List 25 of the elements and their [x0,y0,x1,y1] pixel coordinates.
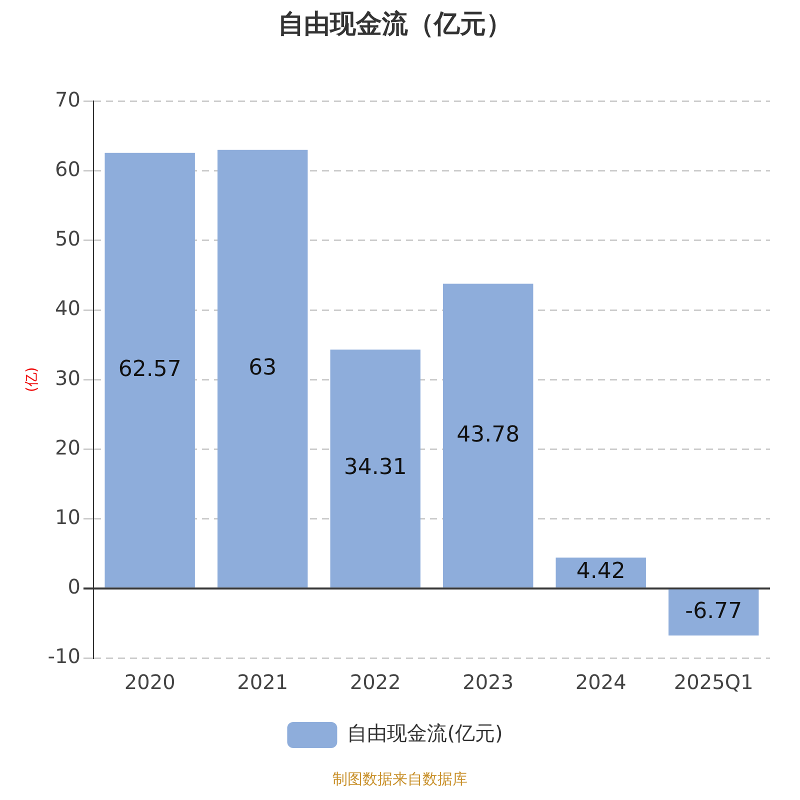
data-label: 62.57 [118,356,182,382]
y-tick-label: 60 [55,157,80,182]
y-tick-label: 40 [55,296,80,320]
x-tick-label: 2025Q1 [674,670,754,694]
y-tick-label: 0 [68,574,80,599]
data-label: 4.42 [576,559,626,584]
y-tick-label: 50 [55,226,80,251]
data-label: -6.77 [685,599,742,624]
data-label: 34.31 [344,455,407,480]
x-tick-label: 2020 [124,670,176,694]
data-label: 63 [248,355,277,380]
chart-title: 自由现金流（亿元） [278,9,512,40]
y-tick-label: 10 [55,505,80,530]
y-tick-label: -10 [48,644,80,668]
y-tick-label: 70 [55,87,80,112]
x-tick-label: 2022 [350,670,401,694]
data-label: 43.78 [456,422,520,448]
y-tick-label: 20 [55,435,80,460]
legend-label: 自由现金流(亿元) [347,721,503,746]
x-tick-label: 2024 [575,670,626,694]
x-tick-label: 2021 [237,670,288,694]
y-tick-label: 30 [55,366,80,390]
text: 制图数据来自数据库 [332,770,468,789]
x-tick-label: 2023 [462,670,514,694]
y-axis-title: (亿) [24,367,40,392]
